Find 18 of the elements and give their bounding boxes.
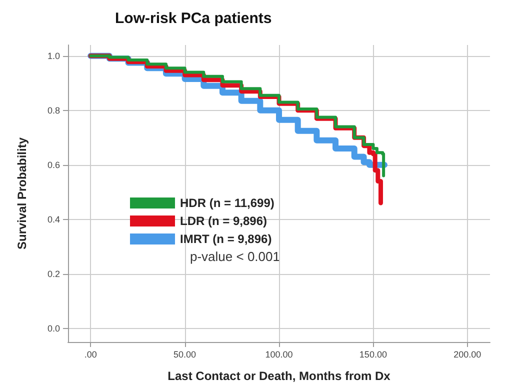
y-axis-title: Survival Probability (15, 137, 29, 250)
legend-label: LDR (n = 9,896) (180, 214, 268, 228)
y-tick-label: 0.8 (47, 105, 60, 116)
x-tick-label: 200.00 (454, 350, 482, 360)
y-tick-label: 0.2 (47, 268, 60, 279)
legend-label: IMRT (n = 9,896) (180, 232, 272, 246)
x-axis-title: Last Contact or Death, Months from Dx (168, 369, 391, 383)
y-tick-label: 0.0 (47, 323, 60, 334)
legend-label: HDR (n = 11,699) (180, 196, 274, 210)
y-tick-label: 0.4 (47, 214, 60, 224)
annotation: p-value < 0.001 (190, 249, 280, 264)
chart-title: Low-risk PCa patients (115, 10, 272, 27)
x-tick-label: 50.00 (174, 350, 196, 360)
x-tick-label: 150.00 (359, 350, 387, 360)
y-tick-label: 1.0 (47, 50, 60, 61)
x-tick-label: 100.00 (265, 350, 293, 360)
x-tick-label: .00 (84, 350, 97, 360)
y-tick-label: 0.6 (47, 160, 60, 170)
